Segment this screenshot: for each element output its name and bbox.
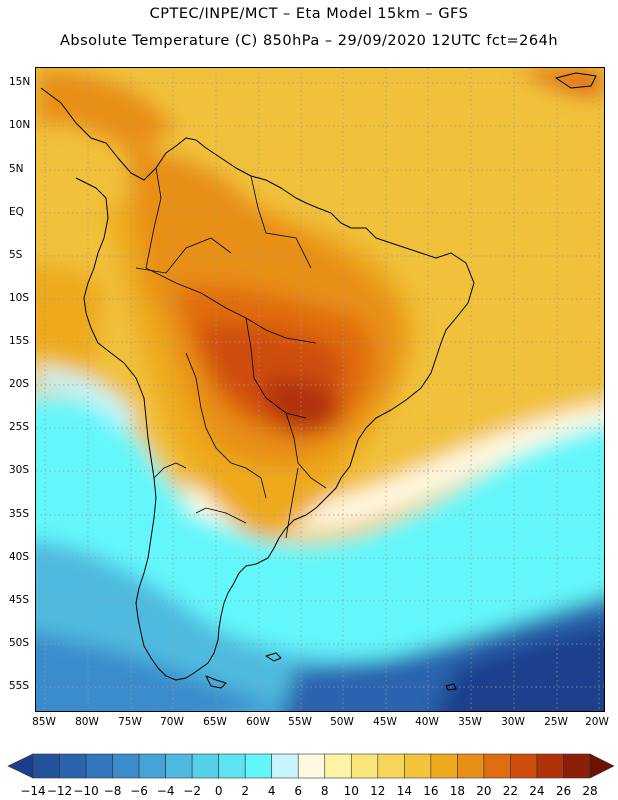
lat-label: 20S [9,378,30,390]
colorbar-swatch [510,753,538,779]
colorbar-tick-label: 10 [343,784,359,798]
colorbar-swatch [297,753,326,779]
colorbar-swatch [563,753,591,779]
lon-label: 60W [246,716,270,728]
lat-label: 45S [9,594,30,606]
lat-label: 55S [9,680,30,692]
colorbar-swatch [404,753,432,779]
colorbar-swatch [244,753,273,779]
colorbar-tick-label: 20 [476,784,492,798]
country-borders [135,167,327,539]
lon-label: 35W [458,716,482,728]
colorbar-tick-label: 4 [267,784,276,798]
lat-label: 10N [9,119,31,131]
graticule [36,68,604,711]
colorbar-tick-label: −8 [103,784,122,798]
colorbar-tick-label: −2 [183,784,201,798]
colorbar [7,753,615,779]
colorbar-tick-label: 28 [582,784,598,798]
colorbar-swatch [165,753,193,779]
lat-label: 15S [9,335,30,347]
colorbar-tick-label: −6 [130,784,148,798]
colorbar-tick-label: 24 [529,784,545,798]
colorbar-tick-label: 26 [555,784,572,798]
colorbar-tick-label: −14 [20,784,46,798]
lon-label: 55W [288,716,312,728]
lat-label: 40S [9,551,30,563]
lon-label: 85W [32,716,56,728]
colorbar-swatch [483,753,511,779]
lat-label: 25S [9,421,30,433]
lon-label: 65W [203,716,227,728]
colorbar-tick-label: 8 [320,784,329,798]
colorbar-tick-label: 12 [370,784,386,798]
lat-label: 30S [9,464,30,476]
colorbar-swatch [350,753,379,779]
colorbar-swatch [430,753,458,779]
colorbar-tick-label: 2 [241,784,250,798]
colorbar-swatch [85,753,113,779]
colorbar-tick-label: 22 [502,784,519,798]
title-line-1: CPTEC/INPE/MCT – Eta Model 15km – GFS [149,6,469,22]
temperature-field [36,68,604,711]
temperature-map [35,67,605,712]
colorbar-swatch [324,753,352,779]
colorbar-tick-label: 0 [214,784,223,798]
colorbar-arrow-low [7,753,34,779]
lat-label: 35S [9,508,30,520]
lat-label: 5S [9,249,23,261]
colorbar-swatch [191,753,219,779]
colorbar-arrow-high [589,753,615,779]
colorbar-swatch [536,753,564,779]
colorbar-tick-label: −4 [156,784,175,798]
title-line-2: Absolute Temperature (C) 850hPa – 29/09/… [59,33,559,49]
lat-label: 15N [9,76,31,88]
lat-label: 50S [9,637,30,649]
colorbar-swatch [218,753,246,779]
colorbar-swatch [138,753,166,779]
lon-label: 75W [118,716,142,728]
lat-label: EQ [9,206,24,218]
coastlines [40,72,597,691]
lon-label: 30W [501,716,525,728]
colorbar-swatch [32,753,60,779]
lon-label: 25W [544,716,568,728]
lon-label: 45W [373,716,397,728]
lon-label: 80W [75,716,99,728]
colorbar-swatch [457,753,485,779]
lon-label: 50W [330,716,354,728]
colorbar-tick-label: 14 [396,784,412,798]
lon-label: 20W [585,716,609,728]
colorbar-tick-label: 6 [294,784,303,798]
colorbar-tick-label: −10 [73,784,99,798]
colorbar-tick-label: 16 [423,784,439,798]
colorbar-swatch [59,753,87,779]
colorbar-tick-label: −12 [46,784,73,798]
colorbar-swatch [377,753,405,779]
lat-label: 10S [9,292,30,304]
colorbar-swatch [271,753,299,779]
lat-label: 5N [9,163,24,175]
lon-label: 70W [160,716,184,728]
colorbar-tick-label: 18 [449,784,466,798]
lon-label: 40W [415,716,439,728]
colorbar-swatch [112,753,140,779]
